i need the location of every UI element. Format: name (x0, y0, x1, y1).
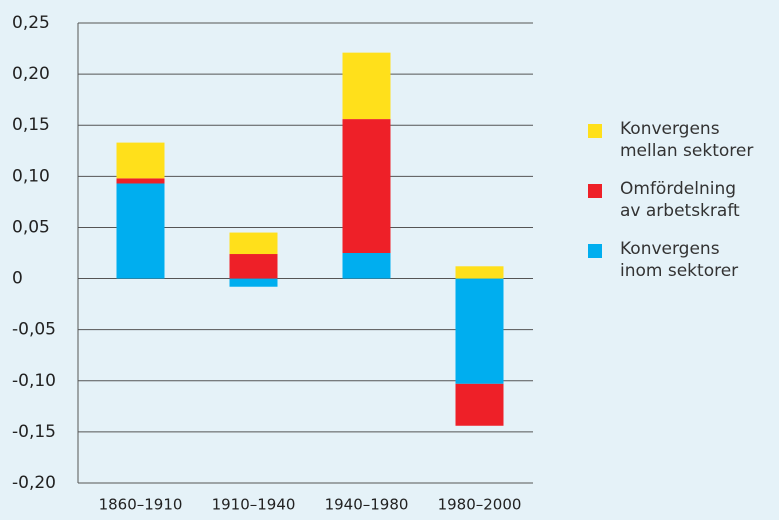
legend-item: Omfördelning av arbetskraft (588, 178, 778, 222)
y-tick-label: -0,10 (12, 371, 56, 391)
legend-label: Konvergens inom sektorer (620, 239, 739, 281)
y-tick-label: 0,20 (12, 64, 50, 84)
y-tick-label: 0,05 (12, 217, 50, 237)
bar-segment (342, 119, 391, 253)
bar-segment (116, 142, 165, 179)
x-tick-label: 1980–2000 (438, 496, 522, 514)
bar-segment (229, 278, 278, 287)
bar-segment (455, 266, 504, 279)
bar-segment (455, 383, 504, 426)
bar-segment (342, 52, 391, 120)
legend-item: Konvergens inom sektorer (588, 238, 778, 282)
x-tick-label: 1940–1980 (325, 496, 409, 514)
bar-segment (455, 278, 504, 384)
legend-swatch (588, 184, 602, 198)
y-tick-label: 0,25 (12, 13, 50, 33)
legend-swatch (588, 124, 602, 138)
y-tick-label: -0,15 (12, 422, 56, 442)
bar-segment (116, 178, 165, 184)
legend: Konvergens mellan sektorer Omfördelning a… (588, 118, 778, 298)
x-tick-label: 1910–1940 (212, 496, 296, 514)
bar-segment (229, 232, 278, 255)
legend-item: Konvergens mellan sektorer (588, 118, 778, 162)
y-tick-label: -0,20 (12, 473, 56, 493)
y-tick-label: 0 (12, 269, 23, 289)
legend-label: Konvergens mellan sektorer (620, 119, 754, 161)
bar-segment (116, 183, 165, 279)
bar-segment (342, 253, 391, 279)
y-tick-label: 0,10 (12, 166, 50, 186)
legend-swatch (588, 244, 602, 258)
legend-label: Omfördelning av arbetskraft (620, 179, 740, 221)
y-tick-label: 0,15 (12, 115, 50, 135)
y-tick-label: -0,05 (12, 320, 56, 340)
x-tick-label: 1860–1910 (99, 496, 183, 514)
bar-segment (229, 254, 278, 279)
